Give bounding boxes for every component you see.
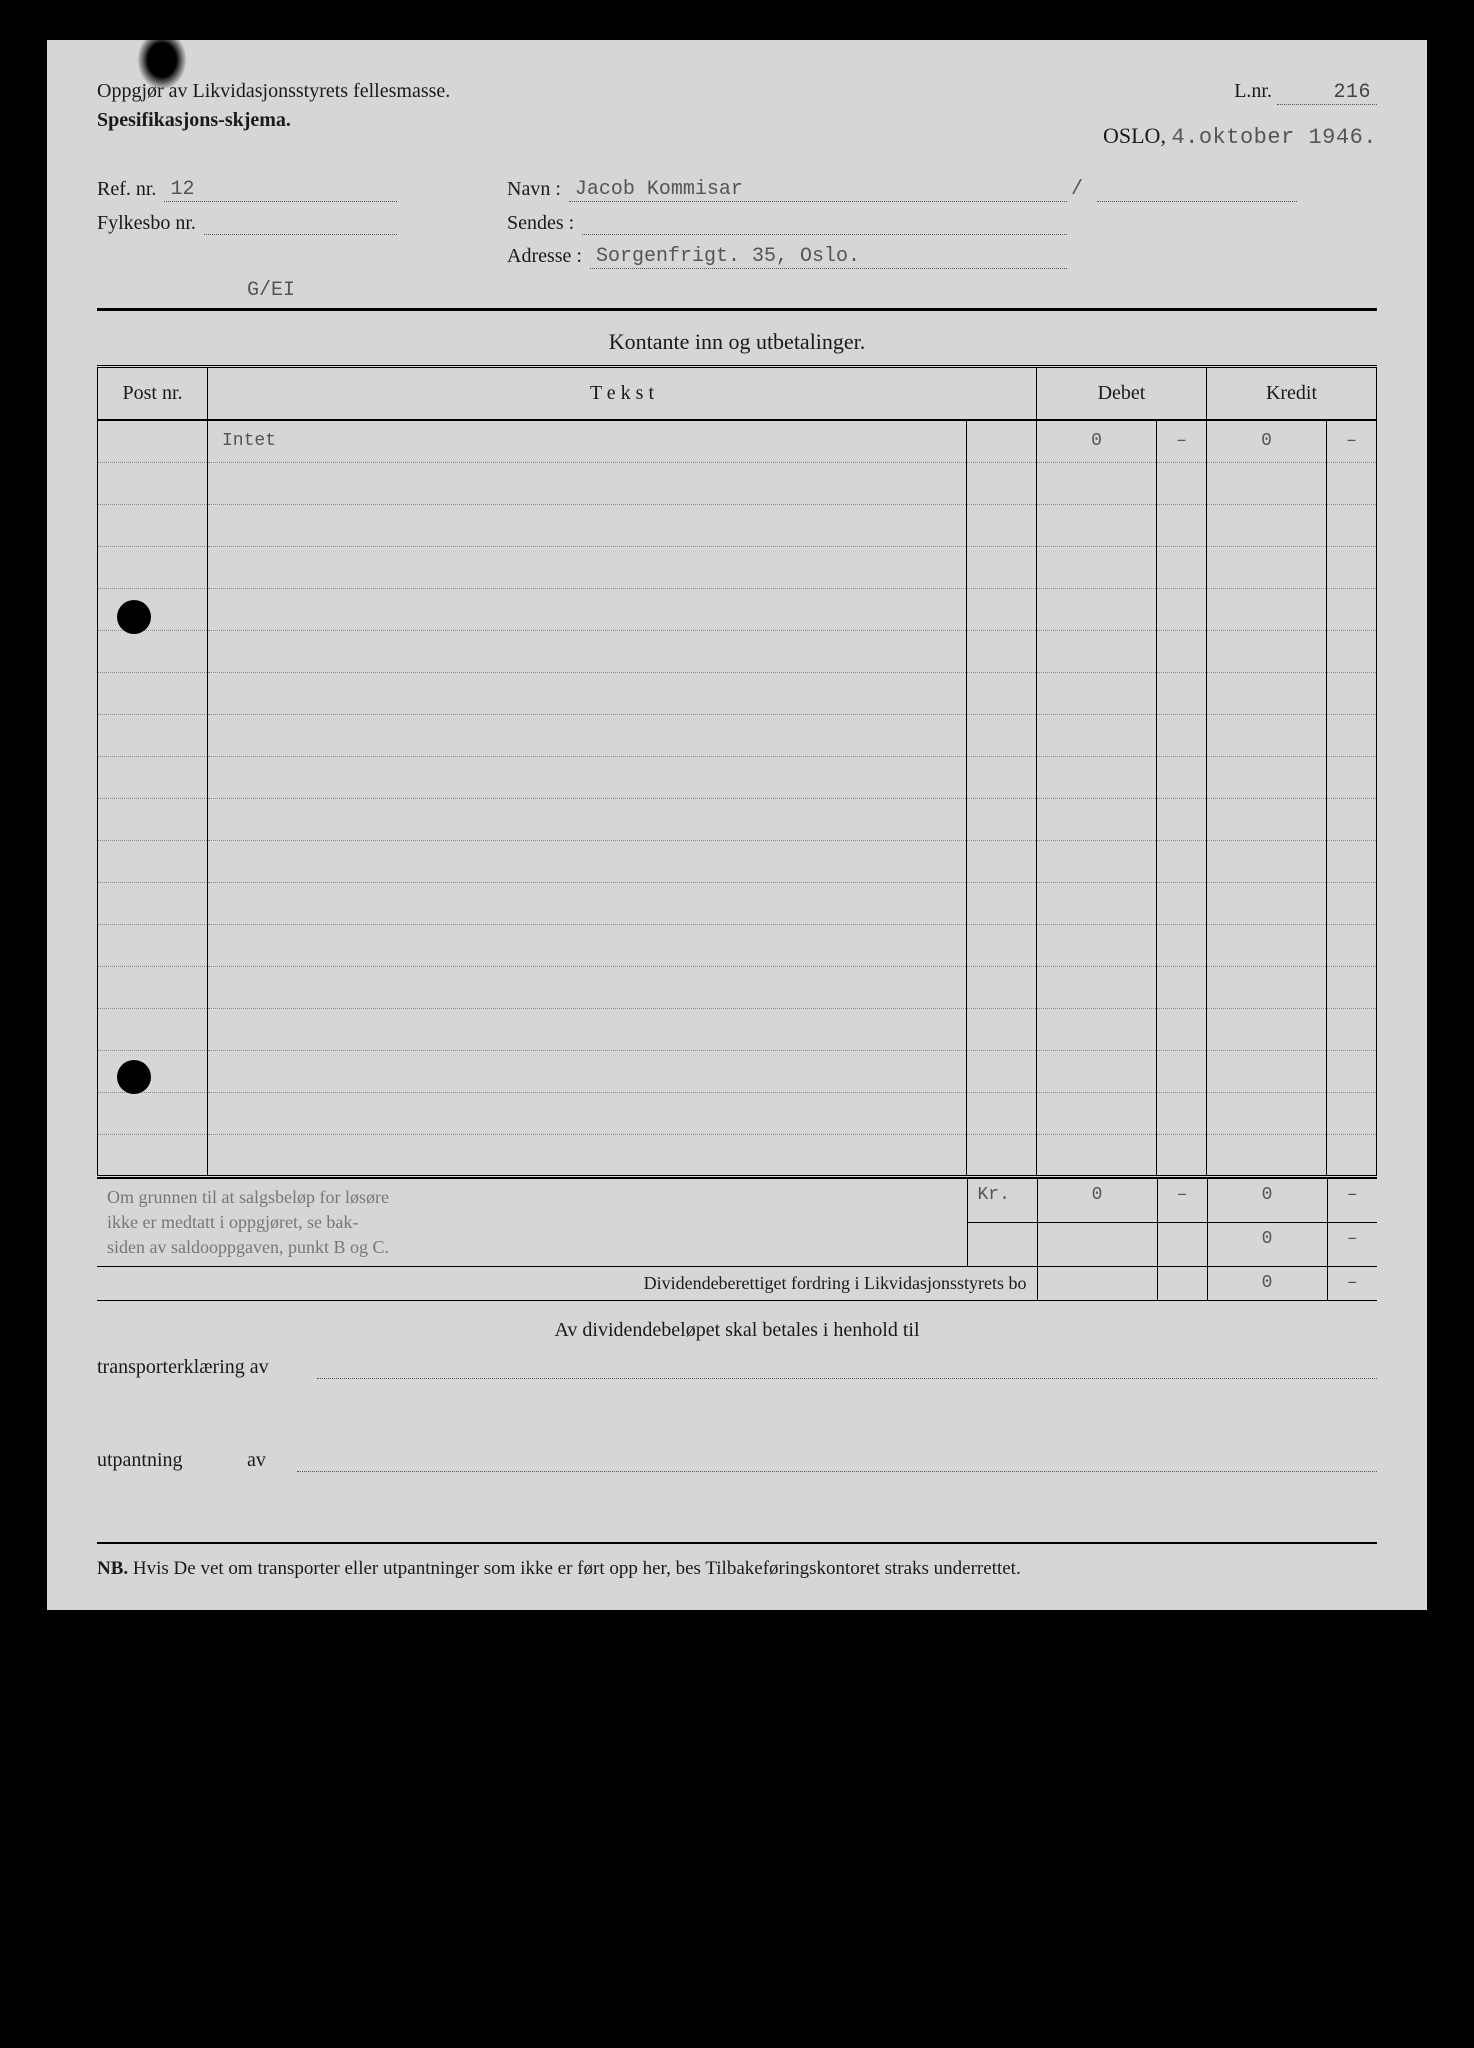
fylkes-label: Fylkesbo nr. [97,212,196,235]
table-row: Intet 0 – 0 – [98,420,1377,462]
col-post: Post nr. [98,367,208,421]
punch-hole [117,1060,151,1094]
row2-kredit: 0 [1207,1222,1327,1266]
stamp-line3: siden av saldooppgaven, punkt B og C. [107,1235,957,1260]
header: Oppgjør av Likvidasjonsstyrets fellesmas… [97,80,1377,150]
stamp-line2: ikke er medtatt i oppgjøret, se bak- [107,1210,957,1235]
sum-kredit: 0 [1207,1178,1327,1222]
table-row [98,840,1377,882]
transport-line [317,1356,1377,1379]
adresse-label: Adresse : [507,245,582,269]
table-row [98,756,1377,798]
table-row [98,462,1377,504]
table-row [98,630,1377,672]
fylkes-value [204,212,397,235]
lnr-value: 216 [1277,81,1377,105]
sendes-value [582,212,1067,235]
navn-value: Jacob Kommisar [569,178,1067,202]
table-row [98,714,1377,756]
ref-value: 12 [164,178,397,202]
stamp-line1: Om grunnen til at salgsbeløp for løsøre [107,1185,957,1210]
row-debet: 0 [1037,420,1157,462]
footer-row-dividend: Dividendeberettiget fordring i Likvidasj… [97,1267,1377,1301]
row-kredit: 0 [1207,420,1327,462]
nb-prefix: NB. [97,1558,128,1579]
col-debet: Debet [1037,367,1207,421]
table-row [98,924,1377,966]
title-line-2: Spesifikasjons-skjema. [97,109,1027,132]
navn-label: Navn : [507,178,561,202]
slash: / [1067,178,1087,202]
title-line-1: Oppgjør av Likvidasjonsstyrets fellesmas… [97,80,1027,103]
nb-note: NB. Hvis De vet om transporter eller utp… [97,1542,1377,1580]
dividend-payable-note: Av dividendebeløpet skal betales i henho… [97,1319,1377,1342]
transport-label: transporterklæring av [97,1356,317,1379]
lnr-label: L.nr. [1234,80,1272,102]
table-row [98,672,1377,714]
lnr: L.nr. 216 [1027,80,1377,105]
row-tekst: Intet [208,420,967,462]
navn-extra [1097,178,1297,202]
row-kredit-sub: – [1327,420,1377,462]
dividend-kredit: 0 [1207,1267,1327,1301]
av-label: av [247,1449,297,1472]
code: G/EI [247,279,1377,302]
table-row [98,504,1377,546]
col-kredit: Kredit [1207,367,1377,421]
section-title: Kontante inn og utbetalinger. [97,329,1377,355]
footer-row-sum: Om grunnen til at salgsbeløp for løsøre … [97,1178,1377,1222]
table-row [98,966,1377,1008]
nb-text: Hvis De vet om transporter eller utpantn… [133,1558,1021,1579]
kr-label: Kr. [967,1178,1037,1222]
table-row [98,588,1377,630]
punch-hole [117,600,151,634]
utpantning-label: utpantning [97,1449,247,1472]
footer-table: Om grunnen til at salgsbeløp for løsøre … [97,1178,1377,1302]
sendes-label: Sendes : [507,212,574,235]
table-row [98,1134,1377,1176]
sum-debet-sub: – [1157,1178,1207,1222]
transport-row: transporterklæring av [97,1356,1377,1379]
date: 4.oktober 1946. [1171,125,1377,150]
table-row [98,1008,1377,1050]
utpantning-row: utpantning av [97,1449,1377,1472]
document-page: Oppgjør av Likvidasjonsstyrets fellesmas… [47,40,1427,1610]
place: OSLO, [1103,123,1166,148]
adresse-value: Sorgenfrigt. 35, Oslo. [590,245,1067,269]
dividend-kredit-sub: – [1327,1267,1377,1301]
sum-debet: 0 [1037,1178,1157,1222]
table-row [98,1050,1377,1092]
row2-kredit-sub: – [1327,1222,1377,1266]
table-row [98,882,1377,924]
utpantning-line [297,1449,1377,1472]
place-date: OSLO, 4.oktober 1946. [1027,123,1377,150]
table-header-row: Post nr. T e k s t Debet Kredit [98,367,1377,421]
ledger-table: Post nr. T e k s t Debet Kredit Intet 0 … [97,365,1377,1178]
sum-kredit-sub: – [1327,1178,1377,1222]
stamp-note: Om grunnen til at salgsbeløp for løsøre … [107,1185,957,1261]
table-row [98,546,1377,588]
col-tekst: T e k s t [208,367,1037,421]
meta-block: Ref. nr. 12 Navn : Jacob Kommisar / Fylk… [97,178,1377,302]
row-debet-sub: – [1157,420,1207,462]
ref-label: Ref. nr. [97,178,156,202]
table-row [98,798,1377,840]
dividend-label: Dividendeberettiget fordring i Likvidasj… [97,1267,1037,1301]
divider [97,308,1377,311]
table-row [98,1092,1377,1134]
